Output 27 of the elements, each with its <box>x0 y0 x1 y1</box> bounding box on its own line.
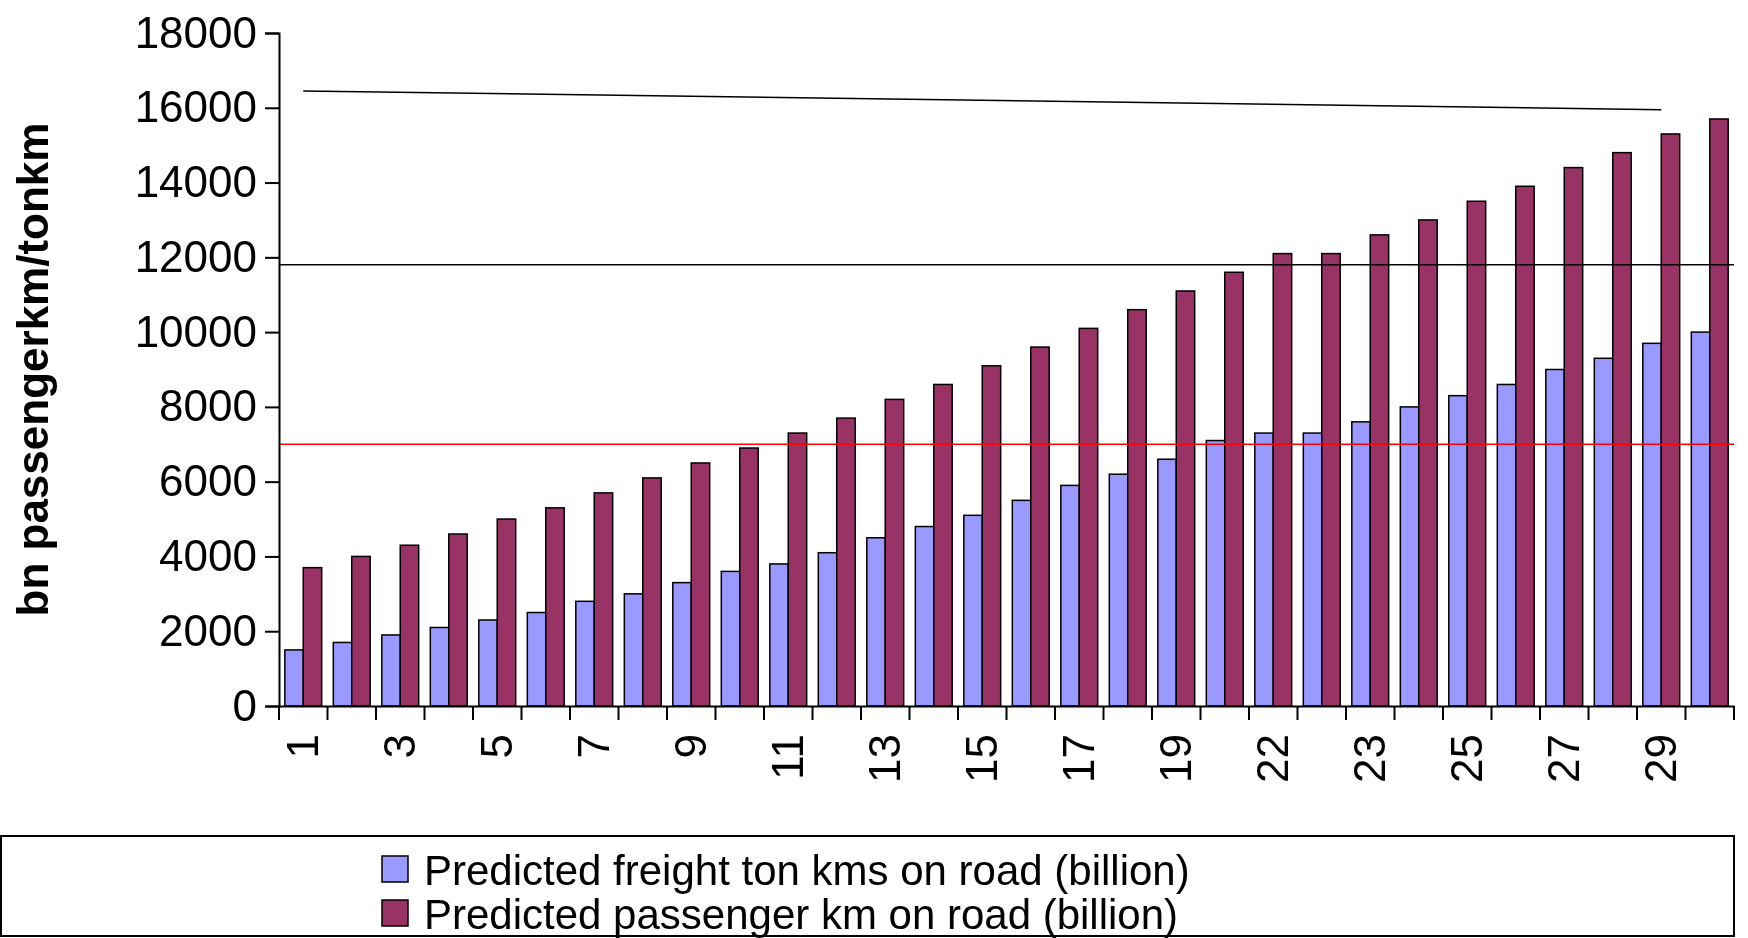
x-tick-label: 11 <box>762 734 812 780</box>
y-tick-label: 6000 <box>159 456 257 506</box>
x-tick-label: 23 <box>1344 734 1394 783</box>
y-tick-label: 10000 <box>134 306 257 356</box>
x-tick-label: 22 <box>1247 734 1297 783</box>
x-tick-label: 5 <box>471 734 521 759</box>
x-tick-label: 29 <box>1635 734 1685 783</box>
y-tick-label: 8000 <box>159 381 257 431</box>
y-tick-label: 18000 <box>134 7 257 57</box>
y-tick-label: 0 <box>232 680 257 730</box>
x-tick-label: 3 <box>374 734 424 759</box>
y-tick-label: 14000 <box>134 157 257 207</box>
x-tick-label: 1 <box>277 734 327 759</box>
y-tick-label: 2000 <box>159 605 257 655</box>
x-tick-label: 17 <box>1053 734 1103 783</box>
x-tick-label: 15 <box>956 734 1006 783</box>
y-tick-label: 16000 <box>134 82 257 132</box>
x-tick-label: 19 <box>1150 734 1200 783</box>
x-tick-label: 27 <box>1538 734 1588 783</box>
x-tick-label: 9 <box>665 734 715 759</box>
x-tick-label: 25 <box>1441 734 1491 783</box>
x-tick-label: 13 <box>859 734 909 783</box>
y-axis-title: bn passengerkm/tonkm <box>8 122 57 617</box>
legend-label: Predicted freight ton kms on road (billion) <box>424 846 1190 894</box>
y-tick-label: 12000 <box>134 231 257 281</box>
y-tick-label: 4000 <box>159 531 257 581</box>
x-tick-label: 7 <box>568 734 618 759</box>
